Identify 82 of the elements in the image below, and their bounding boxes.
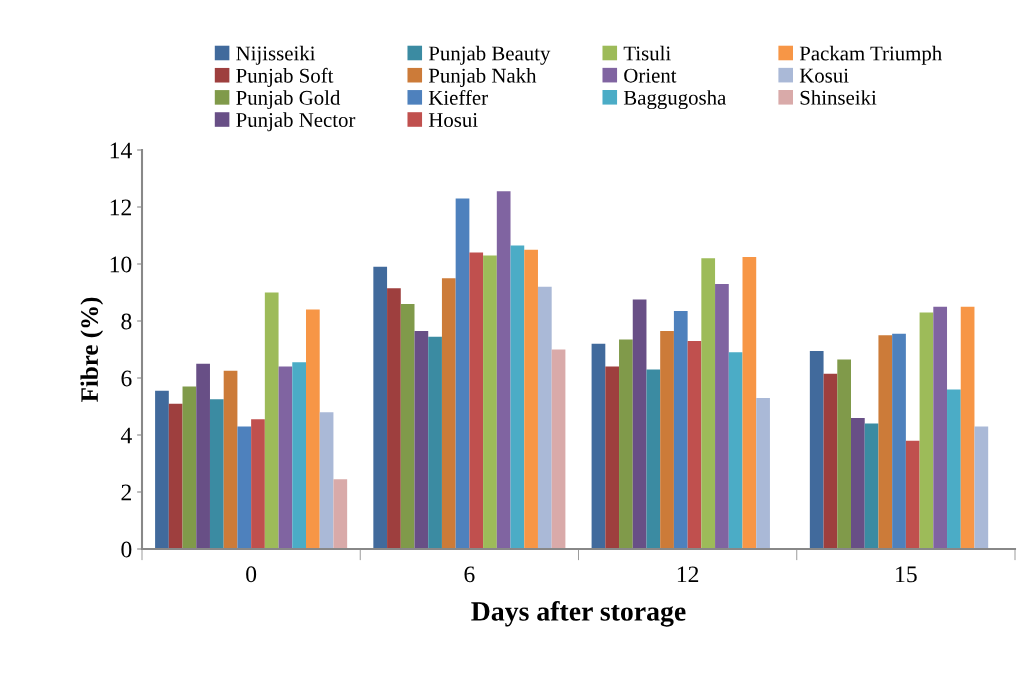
- bar: [182, 386, 197, 549]
- bar: [510, 245, 525, 549]
- bar: [673, 311, 688, 549]
- bar: [919, 312, 934, 549]
- bar: [264, 292, 279, 549]
- bar: [632, 299, 647, 549]
- y-axis-title: Fibre (%): [80, 297, 104, 402]
- y-tick-label: 2: [121, 484, 131, 501]
- bar: [660, 330, 674, 549]
- bar: [428, 336, 442, 549]
- bar: [756, 397, 770, 549]
- legend-label: Punjab Soft: [236, 67, 334, 87]
- y-tick-label: 0: [121, 541, 132, 558]
- bar: [864, 423, 879, 549]
- bar: [947, 389, 961, 549]
- legend-label: Punjab Gold: [236, 90, 341, 110]
- bar: [619, 339, 633, 549]
- y-tick-label: 14: [110, 142, 132, 159]
- bar: [496, 191, 511, 549]
- bar: [168, 403, 183, 549]
- bar: [524, 249, 538, 549]
- bar: [728, 352, 743, 549]
- bar: [209, 399, 224, 549]
- x-axis-title: Days after storage: [471, 600, 686, 627]
- bar: [878, 335, 893, 549]
- bar: [414, 330, 429, 549]
- bar: [715, 283, 729, 549]
- bar: [701, 258, 716, 549]
- bar: [591, 343, 606, 549]
- legend-label: Nijisseiki: [236, 45, 316, 65]
- bar: [809, 350, 824, 549]
- x-tick-label: 12: [677, 566, 699, 583]
- y-tick-label: 6: [121, 370, 132, 387]
- bar: [892, 333, 906, 549]
- bar: [823, 373, 838, 549]
- legend-label: Punjab Beauty: [428, 45, 551, 65]
- legend-label: Kieffer: [428, 89, 488, 105]
- bar: [455, 198, 470, 549]
- bar: [333, 479, 348, 549]
- bar: [974, 426, 989, 549]
- bar: [483, 255, 497, 549]
- legend-label: Punjab Nakh: [428, 68, 537, 87]
- bar: [400, 303, 415, 549]
- bar: [155, 390, 169, 549]
- y-tick-label: 8: [121, 313, 132, 330]
- bar: [837, 359, 851, 549]
- bar: [196, 363, 210, 549]
- legend-label: Hosui: [428, 112, 478, 127]
- bar: [237, 426, 252, 549]
- legend-label: Tisuli: [623, 45, 671, 61]
- x-tick-label: 0: [246, 566, 257, 583]
- bar: [851, 417, 865, 549]
- y-tick-label: 4: [120, 427, 132, 444]
- legend-label: Shinseiki: [800, 90, 877, 105]
- bar: [319, 412, 334, 549]
- bar: [537, 286, 552, 549]
- bar: [742, 256, 757, 549]
- bar: [306, 309, 320, 549]
- bar: [223, 370, 238, 549]
- legend-label: Packam Triumph: [799, 45, 942, 65]
- bar: [646, 369, 661, 549]
- bar: [551, 349, 566, 549]
- legend-label: Baggugosha: [623, 90, 727, 110]
- x-tick-label: 6: [464, 566, 475, 583]
- bar: [933, 306, 948, 549]
- bar: [387, 288, 401, 549]
- bar: [251, 419, 265, 549]
- bar: [605, 366, 620, 549]
- x-tick-label: 15: [896, 566, 917, 583]
- bar: [905, 440, 920, 549]
- legend-label: Kosui: [799, 68, 849, 83]
- bar: [441, 278, 456, 549]
- bar: [292, 362, 306, 549]
- bar: [960, 306, 975, 549]
- bar: [687, 340, 702, 549]
- bar: [469, 252, 484, 549]
- bar: [278, 366, 293, 549]
- y-tick-label: 10: [110, 256, 132, 273]
- legend-label: Punjab Nector: [236, 112, 356, 132]
- legend-label: Orient: [624, 68, 677, 83]
- bar: [373, 266, 388, 549]
- y-tick-label: 12: [110, 199, 131, 216]
